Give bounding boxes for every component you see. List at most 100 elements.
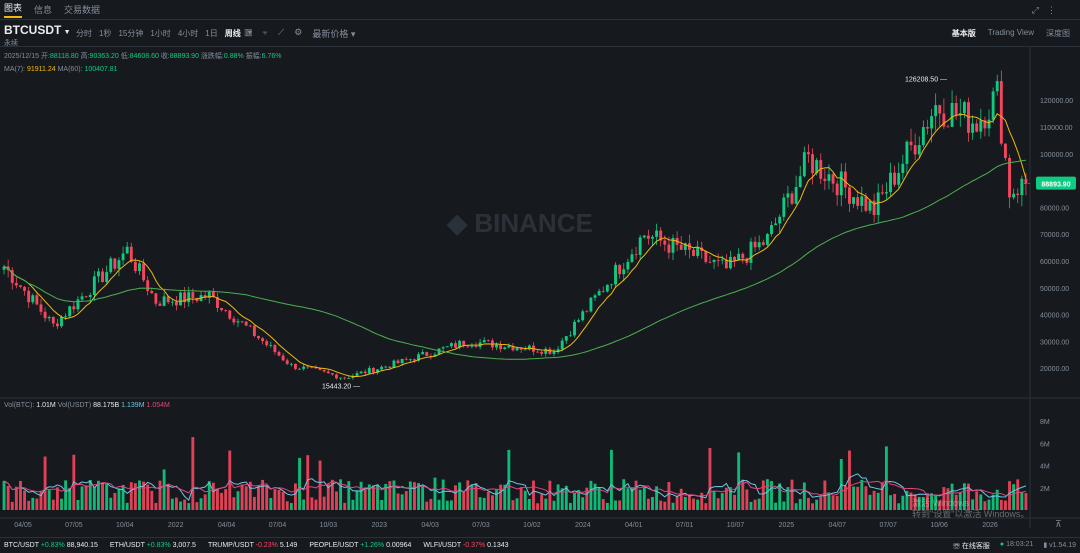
- interval-15m[interactable]: 15分钟: [118, 29, 144, 38]
- volume-bar: [351, 499, 355, 510]
- volume-bar: [441, 479, 445, 510]
- indicator-icon[interactable]: ⫟: [262, 27, 268, 37]
- volume-bar: [408, 481, 412, 510]
- candle-body: [852, 197, 856, 204]
- tab-trading-data[interactable]: 交易数据: [64, 5, 101, 15]
- interval-1d[interactable]: 1日: [205, 29, 218, 38]
- candle-body: [745, 258, 749, 263]
- volume-bar: [47, 490, 51, 510]
- price-tick-label: 60000.00: [1040, 259, 1069, 266]
- candle-body: [166, 296, 170, 303]
- candle-body: [523, 349, 527, 351]
- volume-bar: [601, 499, 605, 510]
- volume-bar: [117, 488, 121, 510]
- candle-body: [449, 343, 453, 347]
- candle-body: [983, 120, 987, 129]
- candle-body: [765, 234, 769, 245]
- candle-body: [651, 236, 654, 239]
- volume-bar: [532, 480, 535, 510]
- candle-body: [819, 160, 823, 179]
- volume-bar: [708, 447, 712, 510]
- candle-body: [445, 346, 449, 348]
- volume-bar: [946, 488, 950, 510]
- volume-bar: [330, 479, 334, 510]
- candle-body: [322, 369, 326, 372]
- candle-body: [876, 192, 880, 216]
- candle-body: [774, 223, 778, 226]
- volume-bar: [425, 501, 429, 510]
- online-support-link[interactable]: ☏ 在线客服: [952, 543, 990, 550]
- candle-body: [708, 261, 712, 263]
- candle-body: [158, 303, 162, 306]
- ticker-item[interactable]: ETH/USDT +0.83% 3,007.5: [109, 542, 196, 549]
- volume-bar: [745, 489, 749, 510]
- volume-bar: [6, 485, 10, 510]
- volume-bar: [162, 469, 166, 510]
- candle-body: [921, 127, 925, 146]
- candle-body: [298, 368, 301, 370]
- ticker-item[interactable]: BTC/USDT +0.83% 88,940.15: [4, 542, 98, 549]
- interval-1s[interactable]: 1秒: [99, 29, 112, 38]
- volume-bar: [92, 487, 96, 510]
- volume-bar: [129, 482, 133, 510]
- view-depth[interactable]: 深度图: [1046, 29, 1070, 38]
- volume-bar: [248, 481, 252, 510]
- expand-icon[interactable]: ⤢: [1031, 5, 1039, 15]
- view-basic[interactable]: 基本版: [951, 29, 976, 38]
- ticker-item[interactable]: TRUMP/USDT -0.23% 5.149: [207, 542, 298, 549]
- view-tradingview[interactable]: Trading View: [987, 28, 1034, 37]
- contract-type: 永续: [4, 40, 18, 47]
- candle-body: [142, 263, 146, 281]
- candle-body: [285, 360, 289, 364]
- volume-bar: [536, 503, 540, 510]
- price-chart[interactable]: ◆ BINANCE120000.00110000.00100000.009000…: [0, 47, 1080, 537]
- candle-body: [425, 352, 429, 356]
- candle-body: [634, 254, 638, 256]
- drawing-icon[interactable]: ⟋: [277, 27, 285, 37]
- volume-bar: [786, 487, 790, 510]
- candle-body: [589, 297, 593, 312]
- candle-body: [408, 359, 412, 361]
- candle-style-icon[interactable]: ▥: [244, 27, 253, 37]
- volume-bar: [741, 479, 745, 510]
- interval-1w[interactable]: 周线: [224, 29, 241, 38]
- volume-bar: [671, 502, 675, 510]
- volume-bar: [962, 483, 966, 510]
- ohlc-close: 88893.90: [169, 53, 199, 60]
- volume-bar: [605, 502, 609, 510]
- symbol-selector[interactable]: BTCUSDT ▼ 永续: [4, 23, 71, 48]
- candle-body: [281, 355, 285, 361]
- volume-bar: [852, 486, 856, 510]
- settings-icon[interactable]: ⚙: [294, 27, 303, 37]
- volume-bar: [663, 501, 667, 510]
- volume-bar: [995, 489, 999, 510]
- candle-body: [376, 369, 379, 373]
- ticker-item[interactable]: WLFI/USDT -0.37% 0.1343: [423, 542, 509, 549]
- ohlc-change: 0.88%: [223, 53, 244, 60]
- interval-time[interactable]: 分时: [76, 29, 92, 38]
- volume-bar: [893, 493, 897, 510]
- volume-bar: [84, 485, 88, 510]
- volume-bar: [19, 480, 22, 510]
- candle-body: [273, 345, 277, 352]
- tab-chart[interactable]: 图表: [4, 1, 23, 18]
- interval-4h[interactable]: 4小时: [177, 29, 199, 38]
- candle-body: [133, 261, 137, 272]
- volume-bar: [921, 497, 925, 510]
- candle-body: [224, 310, 228, 311]
- interval-1h[interactable]: 1小时: [150, 29, 171, 38]
- more-icon[interactable]: ⋮: [1047, 5, 1056, 15]
- candle-body: [782, 197, 786, 217]
- price-type-select[interactable]: 最新价格 ▾: [312, 29, 356, 39]
- volume-bar: [1003, 500, 1007, 510]
- candle-body: [289, 363, 293, 365]
- tab-info[interactable]: 信息: [34, 5, 53, 15]
- interval-dropdown-icon[interactable]: ▾: [247, 28, 252, 37]
- volume-bar: [942, 487, 946, 510]
- candle-body: [683, 243, 687, 250]
- volume-bar: [224, 489, 228, 510]
- ticker-item[interactable]: PEOPLE/USDT +1.26% 0.00964: [309, 542, 412, 549]
- time-tick-label: 07/03: [472, 522, 490, 529]
- volume-bar: [60, 498, 63, 510]
- candle-body: [23, 286, 27, 291]
